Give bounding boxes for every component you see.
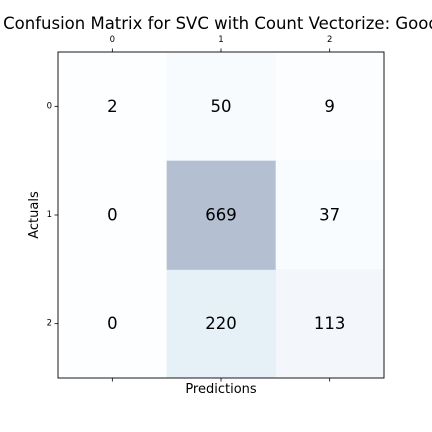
cell-value-2-2: 113 [314, 314, 346, 333]
y-tick-label-2: 2 [47, 319, 52, 329]
heatmap-cell-0-0 [58, 52, 168, 162]
heatmap-cell-1-0 [58, 160, 168, 270]
heatmap-cell-0-1 [166, 52, 276, 162]
cell-values: 2 50 9 0 669 37 0 220 113 [107, 97, 345, 333]
heatmap-cell-2-0 [58, 269, 168, 379]
y-tick-label-0: 0 [47, 101, 52, 111]
heatmap-cell-0-2 [275, 52, 385, 162]
y-axis-label: Actuals [27, 191, 42, 239]
cell-value-2-0: 0 [107, 314, 118, 333]
cell-value-1-1: 669 [205, 206, 237, 225]
heatmap-cell-2-2 [275, 269, 385, 379]
x-tick-label-2: 2 [327, 35, 332, 45]
cell-value-0-1: 50 [211, 97, 232, 116]
heatmap-cell-1-2 [275, 160, 385, 270]
cell-value-2-1: 220 [205, 314, 237, 333]
cell-value-0-2: 9 [324, 97, 335, 116]
cell-value-1-0: 0 [107, 206, 118, 225]
x-tick-label-0: 0 [110, 35, 115, 45]
chart-title: Confusion Matrix for SVC with Count Vect… [3, 14, 432, 33]
cell-value-1-2: 37 [319, 206, 340, 225]
heatmap-cells [58, 52, 385, 379]
x-tick-label-1: 1 [218, 35, 223, 45]
y-axis-ticks: 0 1 2 [47, 101, 58, 329]
y-tick-label-1: 1 [47, 210, 52, 220]
x-axis-label: Predictions [185, 382, 257, 397]
cell-value-0-0: 2 [107, 97, 118, 116]
heatmap-cell-1-1 [166, 160, 276, 270]
heatmap-cell-2-1 [166, 269, 276, 379]
x-axis-ticks: 0 1 2 [110, 35, 332, 382]
